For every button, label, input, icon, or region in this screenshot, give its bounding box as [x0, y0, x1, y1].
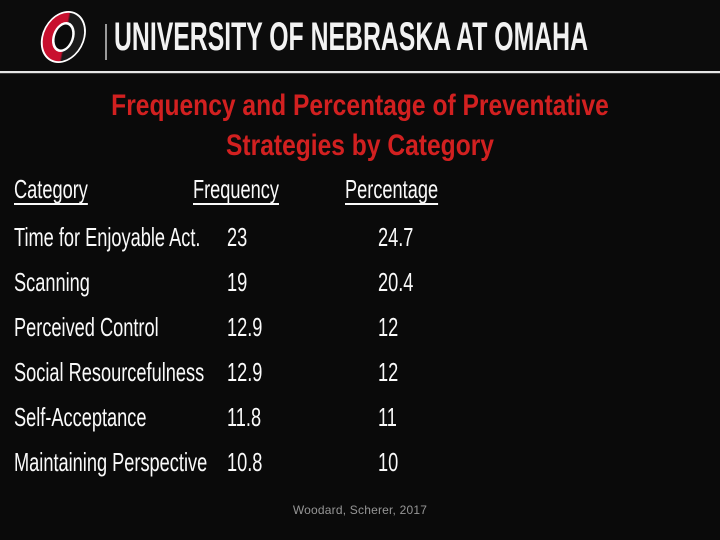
- header-divider-line: [0, 71, 720, 74]
- table-header-percentage: Percentage: [345, 174, 439, 204]
- slide-title-line1: Frequency and Percentage of Preventative: [111, 89, 609, 122]
- table-row: Perceived Control 12.9 12: [0, 310, 720, 355]
- table-row: Self-Acceptance 11.8 11: [0, 400, 720, 445]
- slide-title: Frequency and Percentage of Preventative…: [0, 86, 720, 166]
- university-name: UNIVERSITY OF NEBRASKA AT OMAHA: [114, 15, 588, 59]
- percentage-cell: 12: [378, 357, 399, 387]
- table-row: Social Resourcefulness 12.9 12: [0, 355, 720, 400]
- table-row: Time for Enjoyable Act. 23 24.7: [0, 220, 720, 265]
- frequency-cell: 12.9: [227, 357, 263, 387]
- category-cell: Social Resourcefulness: [14, 357, 205, 387]
- percentage-cell: 12: [378, 312, 399, 342]
- category-cell: Scanning: [14, 267, 90, 297]
- frequency-cell: 12.9: [227, 312, 263, 342]
- category-cell: Maintaining Perspective: [14, 447, 208, 477]
- table-row: Maintaining Perspective 10.8 10: [0, 445, 720, 490]
- uno-o-logo-icon: [40, 11, 86, 63]
- category-cell: Perceived Control: [14, 312, 159, 342]
- percentage-cell: 24.7: [378, 222, 414, 252]
- percentage-cell: 20.4: [378, 267, 414, 297]
- frequency-cell: 23: [227, 222, 248, 252]
- frequency-cell: 11.8: [227, 402, 262, 432]
- percentage-cell: 11: [378, 402, 397, 432]
- table-header-frequency: Frequency: [193, 174, 279, 204]
- category-cell: Time for Enjoyable Act.: [14, 222, 201, 252]
- table-row: Scanning 19 20.4: [0, 265, 720, 310]
- table-header-category: Category: [14, 174, 88, 204]
- category-cell: Self-Acceptance: [14, 402, 147, 432]
- percentage-cell: 10: [378, 447, 399, 477]
- citation-text: Woodard, Scherer, 2017: [292, 503, 428, 517]
- logo-separator: [105, 24, 107, 60]
- slide-title-line2: Strategies by Category: [226, 129, 494, 162]
- frequency-cell: 10.8: [227, 447, 263, 477]
- slide-header: UNIVERSITY OF NEBRASKA AT OMAHA: [0, 0, 720, 71]
- frequency-cell: 19: [227, 267, 248, 297]
